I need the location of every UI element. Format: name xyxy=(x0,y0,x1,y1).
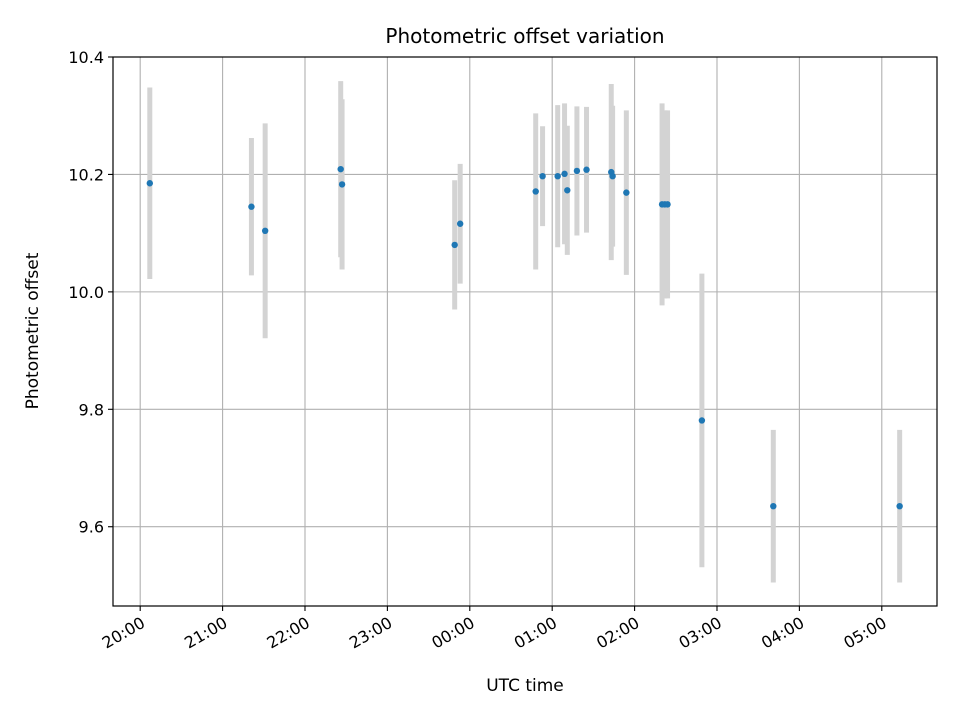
data-point xyxy=(664,201,671,208)
y-tick-label: 10.0 xyxy=(68,283,104,302)
data-point xyxy=(896,502,903,510)
data-point xyxy=(623,189,630,196)
data-point xyxy=(338,181,346,188)
y-tick-label: 9.8 xyxy=(79,400,104,419)
chart-title: Photometric offset variation xyxy=(385,24,664,48)
y-tick-label: 10.4 xyxy=(68,48,104,67)
plot-frame xyxy=(112,56,938,607)
data-points xyxy=(146,165,903,510)
data-point xyxy=(554,172,561,180)
data-point xyxy=(451,241,458,249)
grid-lines xyxy=(113,56,937,606)
data-point xyxy=(261,227,269,235)
data-point xyxy=(698,417,706,424)
data-point xyxy=(609,172,616,180)
data-point xyxy=(561,170,568,178)
data-point xyxy=(248,203,255,210)
data-point xyxy=(532,188,539,195)
x-axis-title: UTC time xyxy=(486,676,564,696)
data-point xyxy=(583,166,590,173)
data-point xyxy=(564,187,571,194)
data-point xyxy=(146,180,154,187)
y-axis-title: Photometric offset xyxy=(23,252,43,409)
y-tick-label: 9.6 xyxy=(79,518,104,537)
data-point xyxy=(337,165,344,173)
data-point xyxy=(573,167,581,175)
data-point xyxy=(456,220,464,227)
data-point xyxy=(770,502,777,510)
y-tick-label: 10.2 xyxy=(68,165,104,184)
data-point xyxy=(539,172,546,180)
